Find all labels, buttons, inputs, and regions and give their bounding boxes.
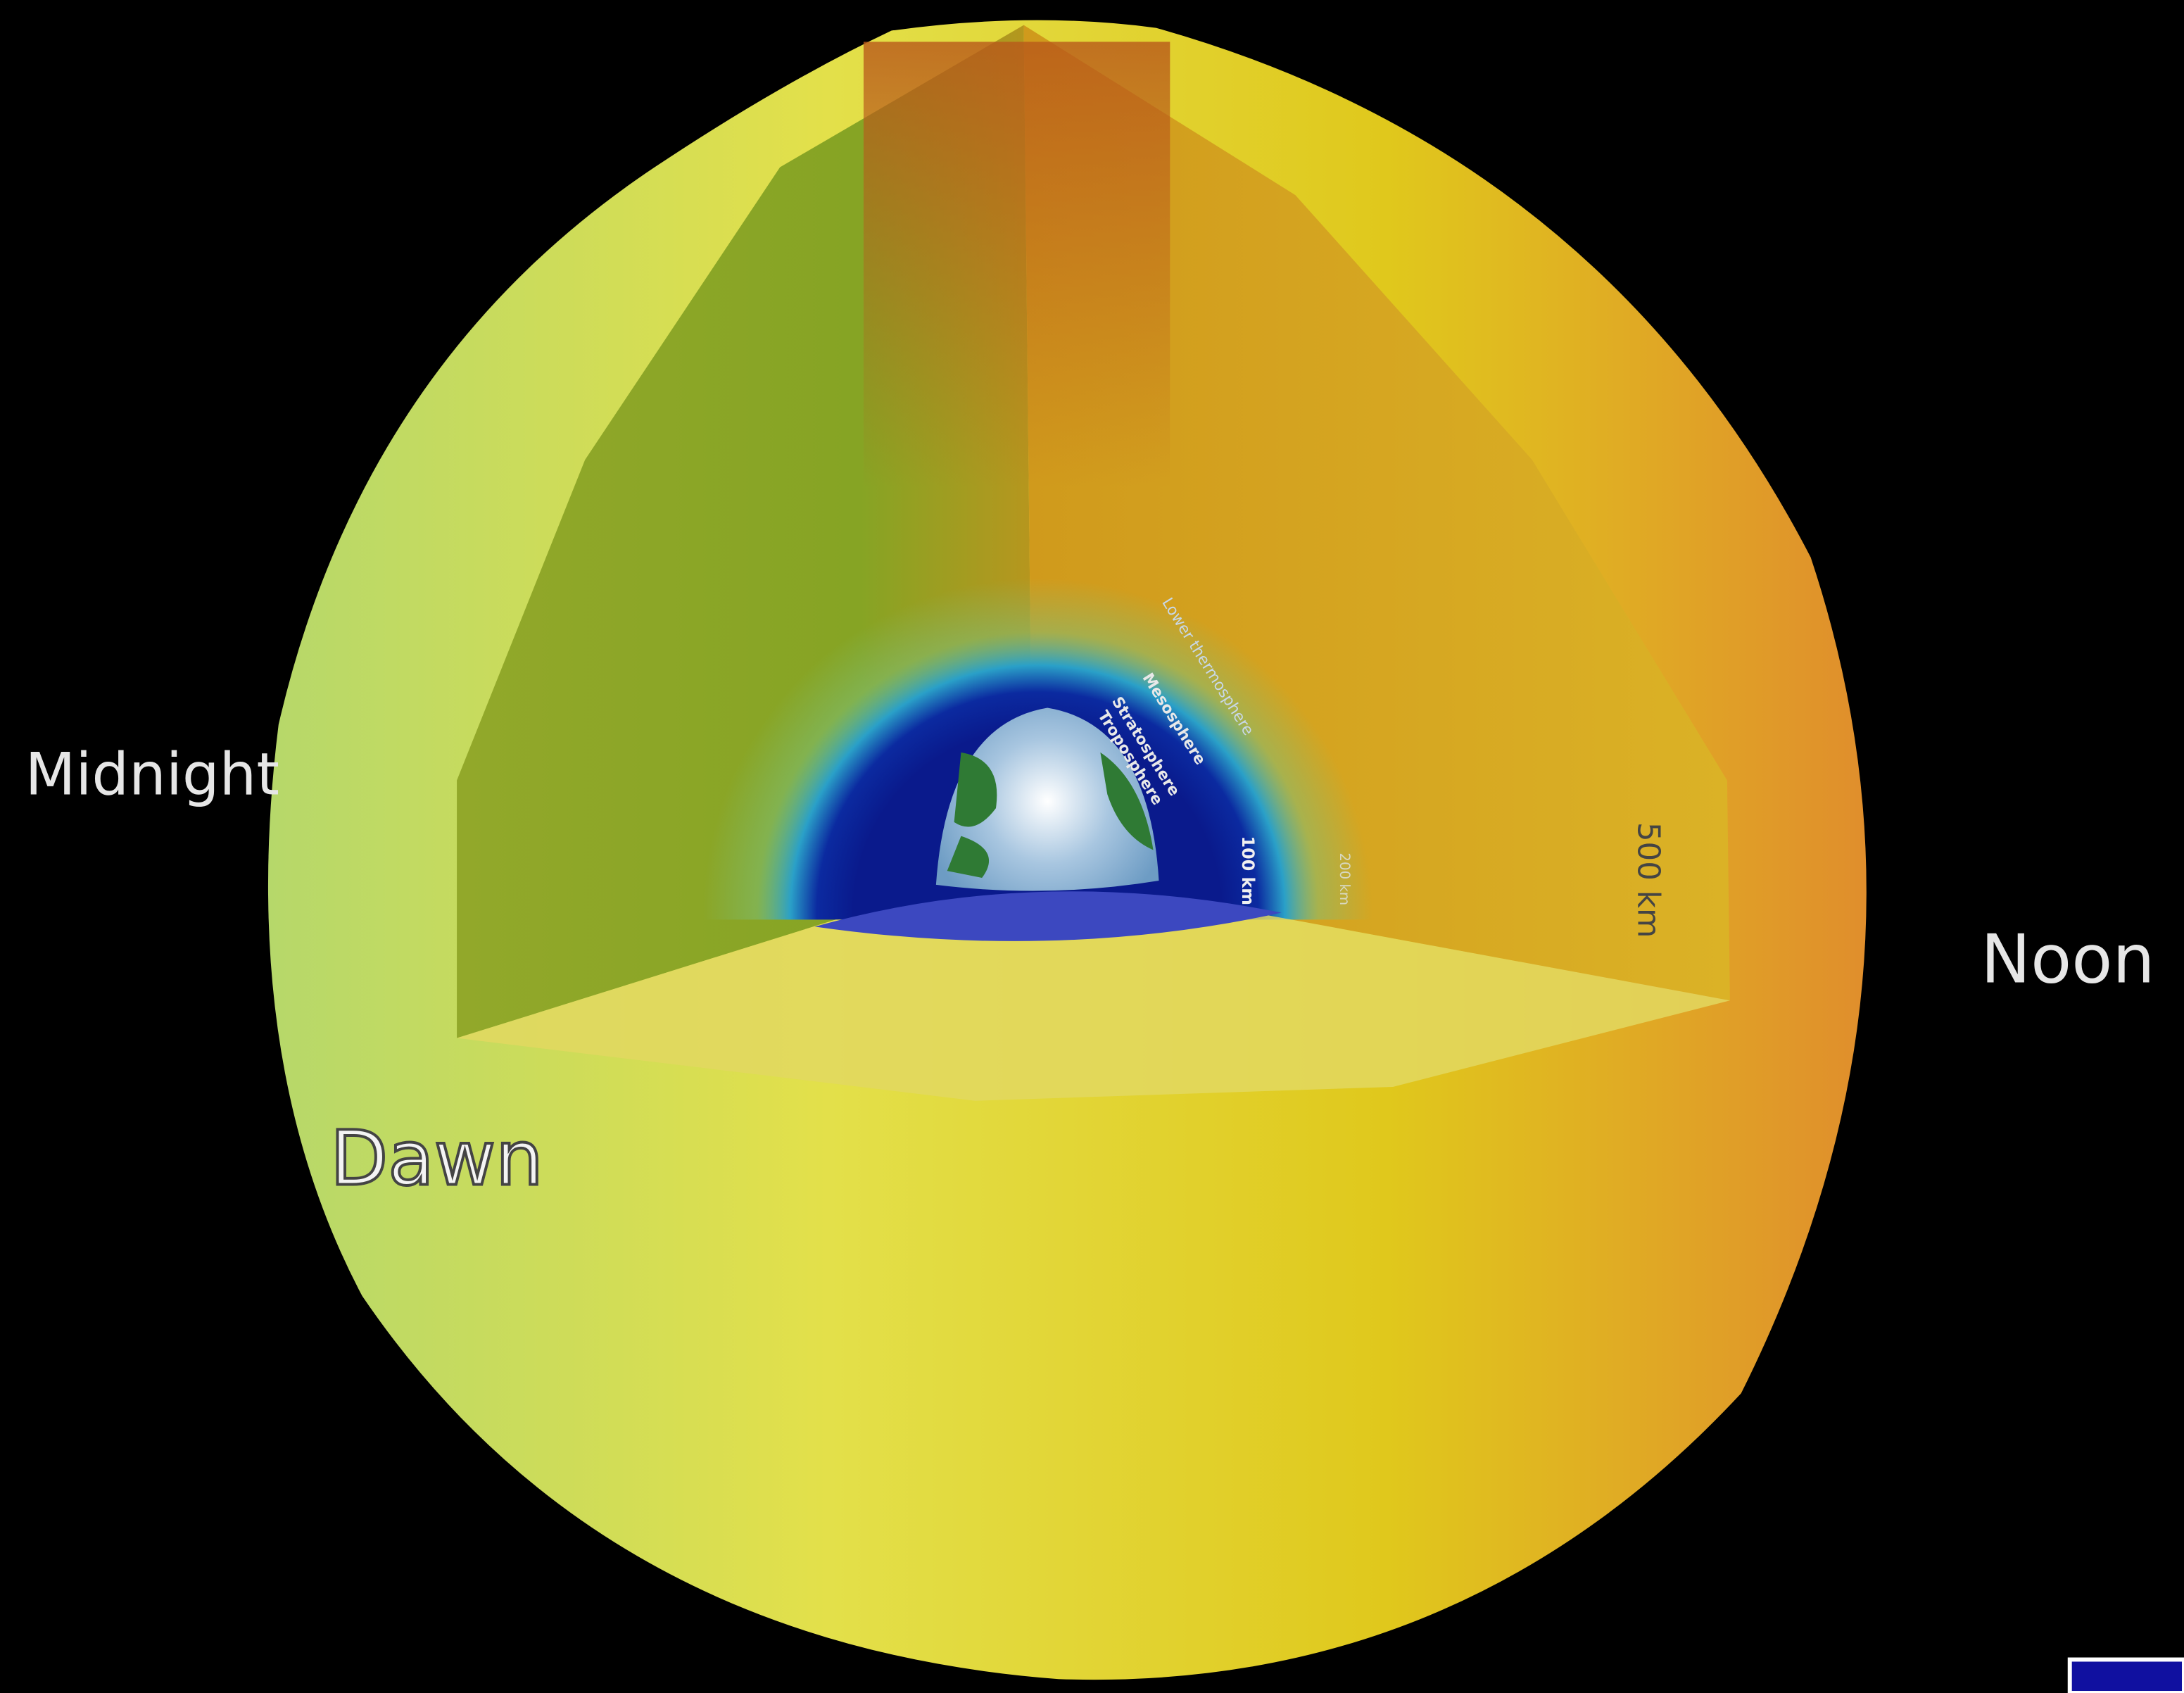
altitude-label: 500 km (1630, 822, 1665, 938)
altitude-label: 200 km (1337, 852, 1353, 905)
noon-label: Noon (1981, 921, 2155, 998)
earth (935, 707, 1159, 891)
dawn-label: Dawn (330, 1115, 543, 1202)
floor-band (814, 891, 1282, 941)
temperature-hotspot (863, 42, 1170, 488)
cutaway-floor (457, 912, 1730, 1101)
altitude-label: 100 km (1238, 836, 1258, 905)
colorbar-corner (2067, 1657, 2184, 1693)
midnight-label: Midnight (25, 740, 279, 808)
continents (947, 752, 1154, 879)
